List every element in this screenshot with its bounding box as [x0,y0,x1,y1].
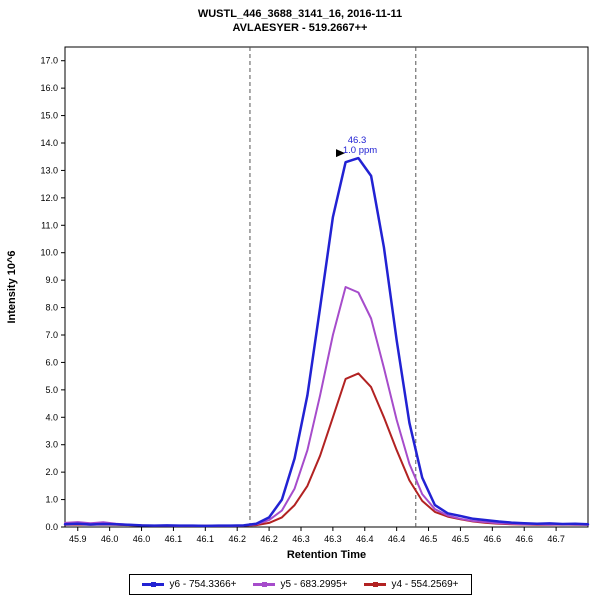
x-tick-label: 46.0 [133,534,151,544]
y-tick-label: 0.0 [45,522,58,532]
x-axis-label: Retention Time [287,549,366,561]
x-tick-label: 46.4 [388,534,406,544]
x-tick-label: 46.3 [292,534,310,544]
legend-label: y6 - 754.3366+ [169,579,237,590]
x-tick-label: 46.7 [547,534,565,544]
y-tick-label: 13.0 [40,165,58,175]
x-tick-label: 46.1 [165,534,183,544]
y-tick-label: 9.0 [45,275,58,285]
x-tick-label: 46.2 [260,534,278,544]
y-tick-label: 4.0 [45,412,58,422]
x-tick-label: 46.5 [452,534,470,544]
y-tick-label: 11.0 [41,220,58,230]
peak-ppm-annotation[interactable]: 1.0 ppm [343,145,377,156]
legend: y6 - 754.3366+ y5 - 683.2995+ y4 - 554.256… [0,573,600,595]
legend-swatch-y5 [252,582,275,587]
y-tick-label: 7.0 [45,330,58,340]
legend-swatch-y6 [141,582,164,587]
x-tick-label: 46.4 [356,534,374,544]
chart-title: WUSTL_446_3688_3141_16, 2016-11-11 [197,8,403,20]
legend-item-y5: y5 - 683.2995+ [252,579,348,590]
y-tick-label: 6.0 [45,357,58,367]
chart-subtitle: AVLAESYER - 519.2667++ [232,22,368,34]
x-tick-label: 46.3 [324,534,342,544]
legend-item-y6: y6 - 754.3366+ [141,579,237,590]
plot-border [64,46,589,528]
y-tick-label: 8.0 [45,303,58,313]
y-tick-label: 12.0 [40,193,58,203]
series-line-y6[interactable] [63,156,590,528]
x-tick-label: 46.6 [515,534,533,544]
y-tick-label: 5.0 [45,385,58,395]
x-tick-label: 46.6 [484,534,502,544]
y-tick-label: 17.0 [40,56,58,66]
y-tick-label: 14.0 [40,138,58,148]
legend-label: y4 - 554.2569+ [391,579,459,590]
legend-swatch-y4 [363,582,386,587]
y-tick-label: 16.0 [40,83,58,93]
legend-box: y6 - 754.3366+ y5 - 683.2995+ y4 - 554.256… [128,574,472,595]
legend-item-y4: y4 - 554.2569+ [363,579,459,590]
x-tick-label: 46.5 [420,534,438,544]
peak-pointer-icon [336,149,346,158]
legend-label: y5 - 683.2995+ [280,579,348,590]
title-block: WUSTL_446_3688_3141_16, 2016-11-11 AVLAE… [0,0,600,41]
y-tick-label: 10.0 [40,248,58,258]
x-tick-label: 46.1 [197,534,215,544]
y-tick-label: 3.0 [45,440,58,450]
y-axis-label: Intensity 10^6 [6,250,18,323]
chromatogram-plot[interactable]: 0.0 1.0 2.0 3.0 4.0 5.0 6.0 7.0 8.0 9.0 10.0 11.0 12… [0,41,600,571]
y-tick-label: 15.0 [40,111,58,121]
x-tick-label: 46.0 [101,534,119,544]
x-tick-label: 46.2 [228,534,246,544]
y-tick-label: 2.0 [45,467,58,477]
peak-rt-annotation[interactable]: 46.3 [348,135,367,146]
x-tick-label: 45.9 [69,534,87,544]
y-tick-label: 1.0 [45,495,58,505]
